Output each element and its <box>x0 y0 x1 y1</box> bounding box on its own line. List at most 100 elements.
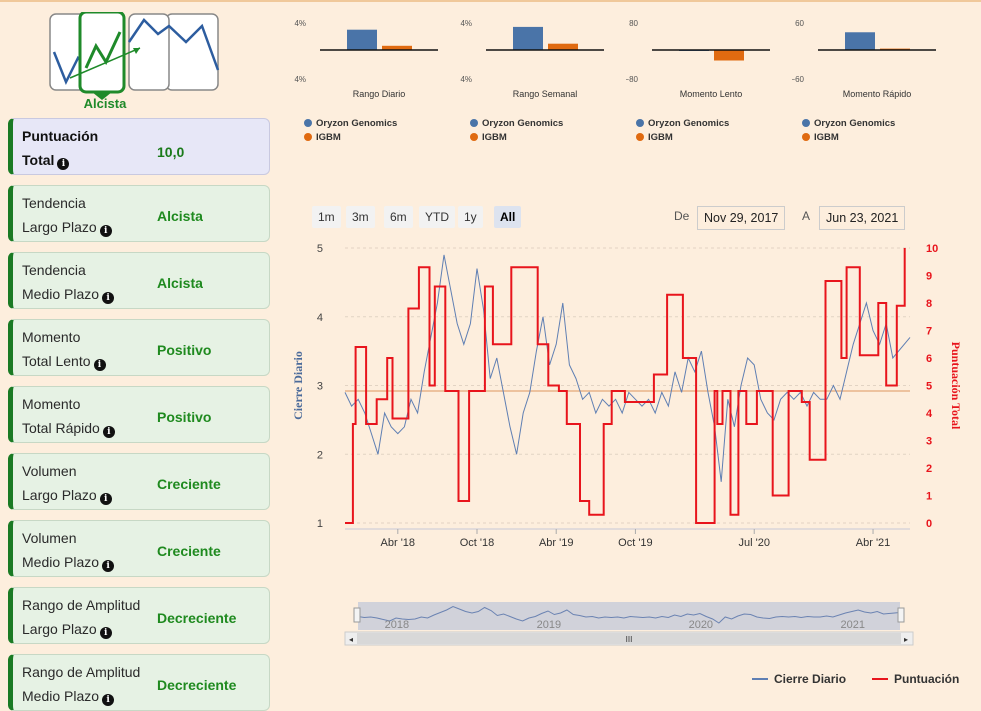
mini-tick-bottom: −4% <box>294 75 306 84</box>
card-line1: Tendencia <box>22 195 86 211</box>
mini-chart-svg: 4% −4% Rango Diario <box>294 19 438 99</box>
mini-tick-top: 80 <box>629 19 638 28</box>
legend-igbm[interactable]: IGBM <box>304 132 341 143</box>
mini-chart-title: Momento Rápido <box>843 89 912 99</box>
card-line2: Largo Plazo i <box>22 487 112 505</box>
main-chart[interactable]: 1 2 3 4 5 0 1 2 3 4 5 6 7 8 9 10 Cierre Diario Puntuación… <box>290 230 970 660</box>
to-date-input[interactable]: Jun 23, 2021 <box>819 206 906 230</box>
info-icon[interactable]: i <box>93 359 106 371</box>
card-value: Alcista <box>157 208 203 224</box>
info-icon[interactable]: i <box>102 560 115 572</box>
scrollbar-thumb <box>357 633 901 644</box>
info-icon[interactable]: i <box>99 225 112 237</box>
legend-dot-igbm <box>304 133 312 141</box>
scrollbar-arrow-right: ▸ <box>904 635 908 644</box>
y-tick-label: 2 <box>317 449 323 461</box>
mini-chart-title: Momento Lento <box>680 89 743 99</box>
y2-tick-label: 1 <box>926 491 932 503</box>
legend-igbm[interactable]: IGBM <box>636 132 673 143</box>
legend-oryzon[interactable]: Oryzon Genomics <box>636 118 729 129</box>
y2-tick-label: 2 <box>926 463 932 475</box>
scrollbar-arrow-left: ◂ <box>349 635 353 644</box>
card-line1: Rango de Amplitud <box>22 597 141 613</box>
info-icon[interactable]: i <box>102 426 115 438</box>
from-label: De <box>674 209 690 223</box>
card-line2: Largo Plazo i <box>22 621 112 639</box>
y2-axis-title: Puntuación Total <box>949 342 963 430</box>
legend-dot-oryzon <box>470 119 478 127</box>
series-cierre-diario <box>344 254 911 482</box>
card-line2: Medio Plazo i <box>22 554 115 572</box>
legend-oryzon[interactable]: Oryzon Genomics <box>470 118 563 129</box>
card-line1: Volumen <box>22 530 77 546</box>
y2-tick-label: 7 <box>926 326 932 338</box>
legend-oryzon[interactable]: Oryzon Genomics <box>304 118 397 129</box>
legend-oryzon[interactable]: Oryzon Genomics <box>802 118 895 129</box>
y2-tick-label: 0 <box>926 518 932 530</box>
y-tick-label: 3 <box>317 381 323 393</box>
card-value: Positivo <box>157 342 212 358</box>
bar-oryzon <box>513 26 543 50</box>
card-trend-medium: Tendencia Medio Plazo i Alcista <box>8 252 270 309</box>
range-button-6m[interactable]: 6m <box>384 206 413 228</box>
card-total-score: Puntuación Total i 10,0 <box>8 118 270 175</box>
from-date-input[interactable]: Nov 29, 2017 <box>697 206 786 230</box>
card-volume-long: Volumen Largo Plazo i Creciente <box>8 453 270 510</box>
range-button-3m[interactable]: 3m <box>346 206 375 228</box>
range-button-ytd[interactable]: YTD <box>419 206 455 228</box>
card-value: Decreciente <box>157 677 237 693</box>
card-line2: Total Rápido i <box>22 420 115 438</box>
top-border <box>0 0 981 2</box>
y2-tick-label: 9 <box>926 271 932 283</box>
range-button-all[interactable]: All <box>494 206 522 228</box>
card-value: Creciente <box>157 543 221 559</box>
x-tick-label: Abr '18 <box>381 537 416 549</box>
navigator-year-label: 2021 <box>841 619 865 631</box>
info-icon[interactable]: i <box>99 493 112 505</box>
y2-tick-label: 4 <box>926 408 933 420</box>
card-line1: Rango de Amplitud <box>22 664 141 680</box>
info-icon[interactable]: i <box>57 158 70 170</box>
navigator-year-label: 2020 <box>689 619 713 631</box>
x-tick-label: Oct '18 <box>460 537 495 549</box>
scrollbar-grip: III <box>626 635 633 644</box>
x-tick-label: Abr '21 <box>856 537 891 549</box>
mini-tick-top: 60 <box>795 19 804 28</box>
y2-tick-label: 10 <box>926 243 938 255</box>
mini-chart-svg: 4% −4% Rango Semanal <box>460 19 604 99</box>
bar-oryzon <box>347 29 377 50</box>
bar-igbm <box>714 50 744 61</box>
mini-tick-bottom: −4% <box>460 75 472 84</box>
navigator-year-label: 2019 <box>537 619 561 631</box>
card-line1: Momento <box>22 396 81 412</box>
card-line2: Largo Plazo i <box>22 219 112 237</box>
card-line1: Puntuación <box>22 128 99 144</box>
range-button-1m[interactable]: 1m <box>312 206 341 228</box>
card-value: Alcista <box>157 275 203 291</box>
legend-igbm[interactable]: IGBM <box>802 132 839 143</box>
info-icon[interactable]: i <box>102 694 115 706</box>
navigator-series <box>357 605 901 624</box>
y2-tick-label: 5 <box>926 381 932 393</box>
navigator-handle-left <box>353 607 361 623</box>
legend-dot-oryzon <box>304 119 312 127</box>
legend-igbm[interactable]: IGBM <box>470 132 507 143</box>
mini-tick-top: 4% <box>460 19 472 28</box>
card-momentum-fast: Momento Total Rápido i Positivo <box>8 386 270 443</box>
legend-dot-oryzon <box>802 119 810 127</box>
card-line1: Momento <box>22 329 81 345</box>
x-tick-label: Jul '20 <box>739 537 770 549</box>
info-icon[interactable]: i <box>102 292 115 304</box>
card-range-medium: Rango de Amplitud Medio Plazo i Decrecien… <box>8 654 270 711</box>
mini-tick-top: 4% <box>294 19 306 28</box>
mini-tick-bottom: −80 <box>626 75 639 84</box>
navigator-year-label: 2018 <box>385 619 409 631</box>
legend-puntuacion[interactable]: Puntuación <box>872 672 959 686</box>
card-value: Creciente <box>157 476 221 492</box>
info-icon[interactable]: i <box>99 627 112 639</box>
card-line2: Total Lento i <box>22 353 106 371</box>
card-value: Positivo <box>157 409 212 425</box>
legend-dot-igbm <box>636 133 644 141</box>
legend-cierre-diario[interactable]: Cierre Diario <box>752 672 846 686</box>
range-button-1y[interactable]: 1y <box>458 206 483 228</box>
